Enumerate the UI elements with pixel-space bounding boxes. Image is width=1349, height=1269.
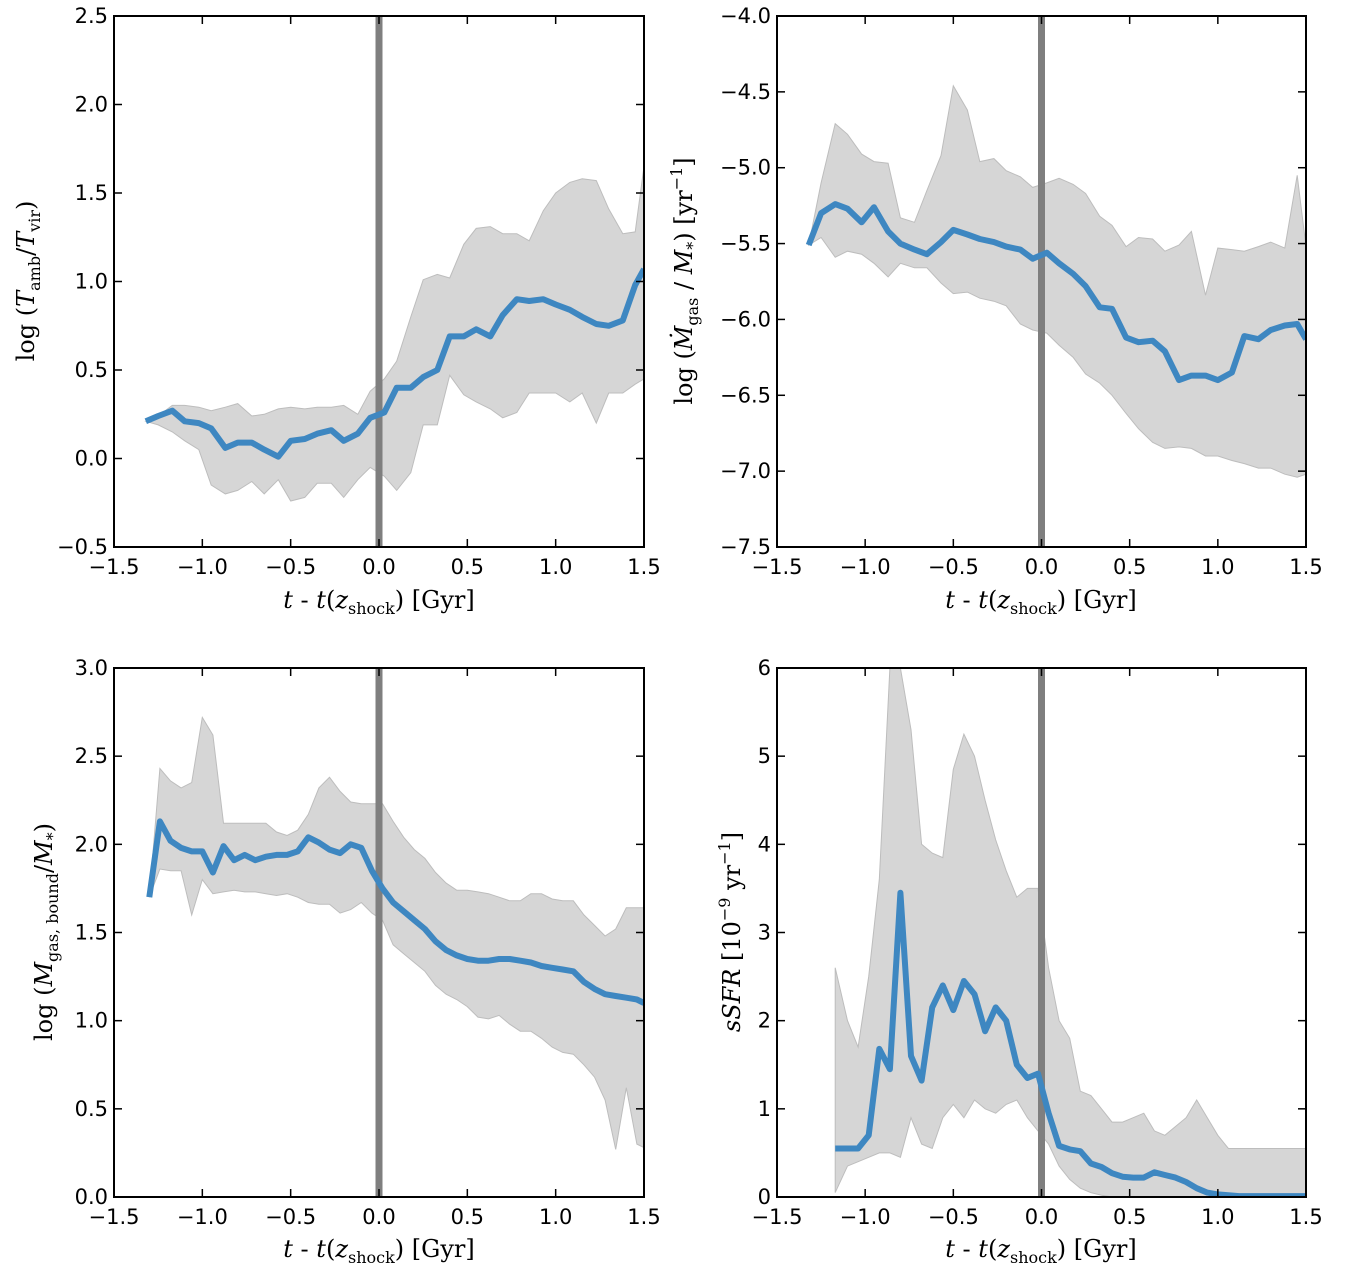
panel-temperature: −1.5 −1.0 −0.5 0.0 0.5 1.0 1.5 −0.5 0.0 0.5 1.0 1.5…	[12, 4, 661, 618]
panel-temperature-xtick-label: 1.5	[627, 555, 660, 579]
panel-bound-gas-xtick-label: 1.0	[539, 1205, 572, 1229]
panel-temperature-ytick-label: 1.5	[75, 181, 108, 205]
panel-ssfr-ytick-label: 5	[758, 744, 771, 768]
panel-ssfr-marks	[834, 668, 1306, 1197]
panel-ssfr-median-line	[835, 889, 1306, 1197]
panel-ssfr-xtick-label: 1.0	[1201, 1205, 1234, 1229]
panel-temperature-ytick-label: 0.0	[75, 447, 108, 471]
panel-bound-gas-marks	[146, 668, 644, 1197]
panel-bound-gas-xtick-label: −0.5	[265, 1205, 316, 1229]
panel-bound-gas-ytick-label: 2.5	[75, 744, 108, 768]
panel-ssfr-ytick-label: 4	[758, 832, 771, 856]
panel-accretion-xtick-label: −1.5	[752, 555, 803, 579]
panel-accretion-xtick-label: 0.0	[1025, 555, 1058, 579]
panel-accretion-xtick-label: −1.0	[840, 555, 891, 579]
panel-ssfr-xtick-label: 1.5	[1289, 1205, 1322, 1229]
panel-accretion-xtick-label: 1.5	[1289, 555, 1322, 579]
panel-ssfr-range-band	[834, 668, 1306, 1197]
panel-temperature-marks	[144, 16, 644, 547]
panel-accretion-xlabel: t - t(zshock) [Gyr]	[945, 586, 1136, 618]
panel-bound-gas-ytick-label: 1.0	[75, 1009, 108, 1033]
panel-temperature-xtick-label: −1.0	[177, 555, 228, 579]
panel-ssfr-ytick-label: 1	[758, 1097, 771, 1121]
panel-bound-gas-ytick-label: 3.0	[75, 656, 108, 680]
panel-bound-gas-ticks: −1.5 −1.0 −0.5 0.0 0.5 1.0 1.5 0.0 0.5 1.0 1.5 2.0 2…	[75, 656, 661, 1229]
panel-accretion-ytick-label: −7.5	[720, 535, 771, 559]
panel-temperature-ytick-label: 1.0	[75, 270, 108, 294]
panel-accretion: −1.5 −1.0 −0.5 0.0 0.5 1.0 1.5 −7.5 −7.0 −6.5 −6.0…	[667, 4, 1323, 618]
panel-temperature-xtick-label: −1.5	[89, 555, 140, 579]
panel-temperature-ylabel: log (Tamb/Tvir)	[12, 201, 44, 362]
panel-bound-gas-xtick-label: 0.0	[362, 1205, 395, 1229]
panel-bound-gas-median-line	[146, 818, 644, 1006]
panel-ssfr-ylabel: sSFR [10−9 yr−1]	[715, 832, 746, 1032]
panel-accretion-ytick-label: −5.0	[720, 156, 771, 180]
panel-bound-gas-ylabel: log (Mgas, bound/M*)	[30, 823, 62, 1041]
panel-bound-gas-ytick-label: 0.0	[75, 1185, 108, 1209]
panel-ssfr-ytick-label: 6	[758, 656, 771, 680]
panel-accretion-median-line	[805, 201, 1306, 384]
panel-temperature-ytick-label: 2.0	[75, 93, 108, 117]
panel-temperature-ytick-label: 0.5	[75, 358, 108, 382]
panel-ssfr-xtick-label: 0.0	[1025, 1205, 1058, 1229]
panel-ssfr-xtick-label: −1.5	[752, 1205, 803, 1229]
panel-accretion-xtick-label: 0.5	[1113, 555, 1146, 579]
panel-accretion-xtick-label: 1.0	[1201, 555, 1234, 579]
panel-ssfr-xlabel: t - t(zshock) [Gyr]	[945, 1235, 1136, 1267]
panel-bound-gas-range-band	[148, 715, 644, 1150]
panel-bound-gas-xtick-label: 1.5	[627, 1205, 660, 1229]
panel-accretion-xtick-label: −0.5	[928, 555, 979, 579]
panel-accretion-ytick-label: −4.5	[720, 80, 771, 104]
panel-temperature-xtick-label: 1.0	[539, 555, 572, 579]
panel-temperature-range-band	[144, 166, 644, 502]
panel-temperature-ticks: −1.5 −1.0 −0.5 0.0 0.5 1.0 1.5 −0.5 0.0 0.5 1.0 1.5…	[57, 4, 661, 579]
panel-bound-gas-xtick-label: 0.5	[451, 1205, 484, 1229]
panel-ssfr-xtick-label: −1.0	[840, 1205, 891, 1229]
panel-temperature-xtick-label: 0.0	[362, 555, 395, 579]
panel-bound-gas-ytick-label: 0.5	[75, 1097, 108, 1121]
panel-bound-gas-ytick-label: 1.5	[75, 921, 108, 945]
panel-temperature-ytick-label: −0.5	[57, 535, 108, 559]
panel-ssfr-ytick-label: 0	[758, 1185, 771, 1209]
panel-accretion-ylabel: log (Ṁgas / M*) [yr−1]	[667, 157, 702, 404]
panel-accretion-marks	[805, 16, 1306, 547]
panel-bound-gas-xtick-label: −1.5	[89, 1205, 140, 1229]
panel-ssfr-ytick-label: 3	[758, 921, 771, 945]
panel-ssfr: −1.5 −1.0 −0.5 0.0 0.5 1.0 1.5 0 1 2 3 4 5 6 t - t(zs…	[715, 656, 1323, 1267]
panel-accretion-ytick-label: −6.0	[720, 307, 771, 331]
panel-bound-gas-ytick-label: 2.0	[75, 832, 108, 856]
panel-accretion-range-band	[807, 84, 1306, 478]
panel-temperature-ytick-label: 2.5	[75, 4, 108, 28]
panel-temperature-xtick-label: 0.5	[451, 555, 484, 579]
panel-ssfr-ticks: −1.5 −1.0 −0.5 0.0 0.5 1.0 1.5 0 1 2 3 4 5 6	[752, 656, 1323, 1229]
panel-ssfr-xtick-label: 0.5	[1113, 1205, 1146, 1229]
panel-bound-gas-xtick-label: −1.0	[177, 1205, 228, 1229]
panel-accretion-ytick-label: −7.0	[720, 459, 771, 483]
panel-bound-gas: −1.5 −1.0 −0.5 0.0 0.5 1.0 1.5 0.0 0.5 1.0 1.5 2.0 2…	[30, 656, 661, 1267]
panel-accretion-ytick-label: −5.5	[720, 232, 771, 256]
panel-ssfr-ytick-label: 2	[758, 1009, 771, 1033]
panel-temperature-xlabel: t - t(zshock) [Gyr]	[283, 586, 474, 618]
panel-temperature-median-line	[144, 267, 644, 460]
panel-temperature-xtick-label: −0.5	[265, 555, 316, 579]
panel-bound-gas-xlabel: t - t(zshock) [Gyr]	[283, 1235, 474, 1267]
panel-accretion-ticks: −1.5 −1.0 −0.5 0.0 0.5 1.0 1.5 −7.5 −7.0 −6.5 −6.0…	[720, 4, 1323, 579]
panel-accretion-ytick-label: −4.0	[720, 4, 771, 28]
panel-ssfr-xtick-label: −0.5	[928, 1205, 979, 1229]
panel-accretion-ytick-label: −6.5	[720, 383, 771, 407]
